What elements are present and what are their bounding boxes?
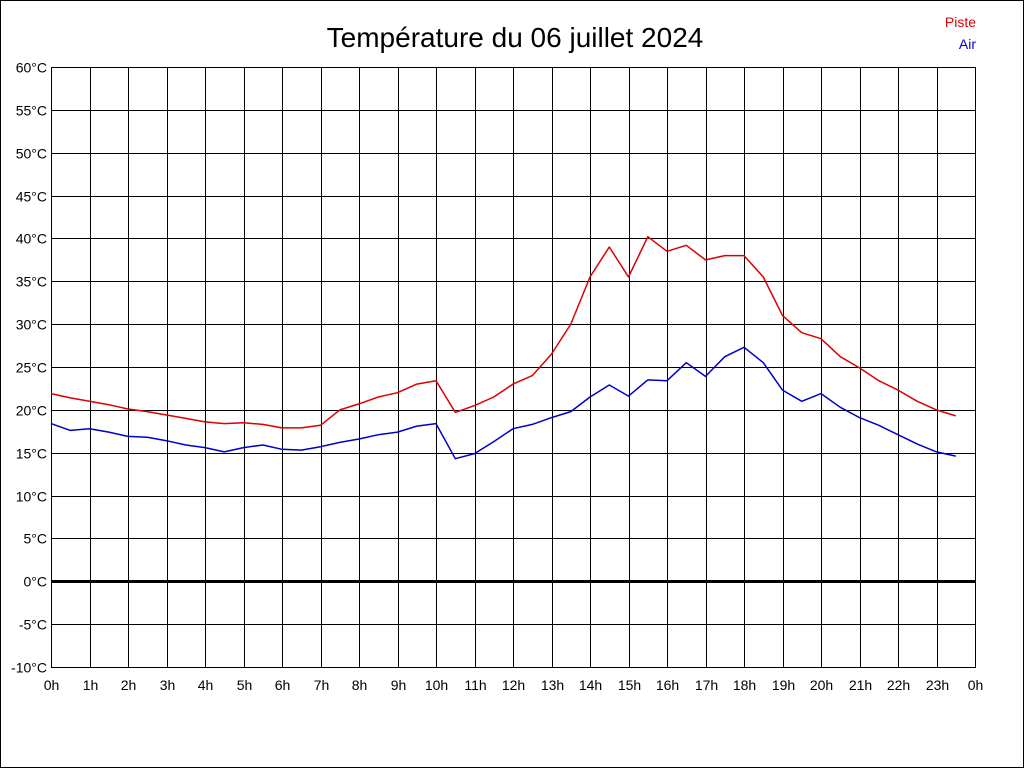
- x-tick-label: 4h: [198, 677, 214, 693]
- x-tick-label: 14h: [579, 677, 602, 693]
- x-tick-label: 23h: [926, 677, 949, 693]
- x-axis-ticks: 0h 1h 2h 3h 4h 5h 6h 7h 8h 9h 10h 11h 12h 13h 14h 15h 16…: [44, 677, 984, 693]
- x-tick-label: 6h: [275, 677, 291, 693]
- y-tick-label: -5°C: [19, 617, 47, 633]
- x-tick-label: 3h: [160, 677, 176, 693]
- legend-item-air: Air: [959, 36, 976, 52]
- y-tick-label: 50°C: [16, 146, 47, 162]
- x-tick-label: 7h: [314, 677, 330, 693]
- y-tick-label: 40°C: [16, 231, 47, 247]
- y-tick-label: 20°C: [16, 403, 47, 419]
- x-tick-label: 16h: [656, 677, 679, 693]
- y-tick-label: 35°C: [16, 274, 47, 290]
- y-tick-label: 15°C: [16, 446, 47, 462]
- y-tick-label: 10°C: [16, 489, 47, 505]
- x-tick-label: 11h: [464, 677, 486, 693]
- x-tick-label: 9h: [391, 677, 407, 693]
- y-tick-label: 0°C: [24, 574, 48, 590]
- x-tick-label: 1h: [83, 677, 99, 693]
- x-tick-label: 0h: [44, 677, 60, 693]
- x-tick-label: 21h: [849, 677, 872, 693]
- y-tick-label: 5°C: [24, 531, 48, 547]
- y-tick-label: 25°C: [16, 360, 47, 376]
- y-tick-label: 30°C: [16, 317, 47, 333]
- x-tick-label: 2h: [121, 677, 137, 693]
- x-tick-label: 20h: [810, 677, 833, 693]
- series-lines: [50, 235, 957, 460]
- x-tick-label: 12h: [502, 677, 525, 693]
- y-tick-label: 45°C: [16, 189, 47, 205]
- x-tick-label: 8h: [352, 677, 368, 693]
- plot-border: [51, 67, 976, 668]
- x-tick-label: 5h: [237, 677, 253, 693]
- y-tick-label: 55°C: [16, 103, 47, 119]
- series-line-air: [50, 346, 956, 460]
- x-tick-label: 22h: [887, 677, 910, 693]
- x-tick-label: 18h: [733, 677, 756, 693]
- legend: Piste Air: [945, 14, 976, 52]
- y-tick-label: 60°C: [16, 60, 47, 76]
- x-tick-label: 0h: [968, 677, 984, 693]
- x-tick-label: 10h: [425, 677, 448, 693]
- y-axis-ticks: -10°C -5°C 0°C 5°C 10°C 15°C 20°C 25°C 30°C 35°C 4…: [11, 60, 47, 676]
- x-tick-label: 15h: [618, 677, 641, 693]
- legend-item-piste: Piste: [945, 14, 976, 30]
- grid: [51, 67, 976, 668]
- x-tick-label: 13h: [541, 677, 564, 693]
- chart-title: Température du 06 juillet 2024: [327, 22, 704, 53]
- x-tick-label: 19h: [772, 677, 795, 693]
- x-tick-label: 17h: [695, 677, 718, 693]
- series-line-piste: [50, 235, 957, 429]
- y-tick-label: -10°C: [11, 660, 47, 676]
